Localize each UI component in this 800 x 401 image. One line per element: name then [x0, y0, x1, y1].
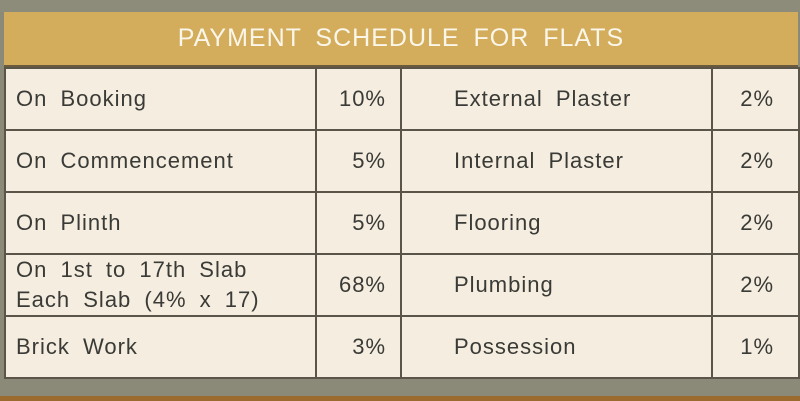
bottom-border [0, 396, 800, 401]
stage-cell: External Plaster [400, 67, 713, 131]
payment-schedule-table: On Booking 10% External Plaster 2% On Co… [4, 67, 800, 379]
percent-cell: 5% [315, 129, 402, 193]
stage-cell: Flooring [400, 191, 713, 255]
top-strip [0, 0, 800, 12]
table-row: On Commencement 5% Internal Plaster 2% [4, 129, 800, 193]
stage-cell: On Commencement [4, 129, 317, 193]
stage-cell: On Plinth [4, 191, 317, 255]
stage-cell: Plumbing [400, 253, 713, 317]
stage-line-2: Each Slab (4% x 17) [16, 287, 260, 312]
percent-cell: 2% [711, 253, 800, 317]
stage-cell: Internal Plaster [400, 129, 713, 193]
stage-cell: Possession [400, 315, 713, 379]
table-row: On 1st to 17th Slab Each Slab (4% x 17) … [4, 253, 800, 317]
stage-cell: Brick Work [4, 315, 317, 379]
percent-cell: 1% [711, 315, 800, 379]
percent-cell: 2% [711, 129, 800, 193]
percent-cell: 2% [711, 191, 800, 255]
table-row: Brick Work 3% Possession 1% [4, 315, 800, 379]
percent-cell: 10% [315, 67, 402, 131]
table-row: On Booking 10% External Plaster 2% [4, 67, 800, 131]
stage-line-1: On 1st to 17th Slab [16, 257, 248, 282]
stage-cell: On 1st to 17th Slab Each Slab (4% x 17) [4, 253, 317, 317]
percent-cell: 68% [315, 253, 402, 317]
percent-cell: 3% [315, 315, 402, 379]
table-title: PAYMENT SCHEDULE FOR FLATS [4, 12, 798, 67]
stage-cell: On Booking [4, 67, 317, 131]
percent-cell: 2% [711, 67, 800, 131]
percent-cell: 5% [315, 191, 402, 255]
table-row: On Plinth 5% Flooring 2% [4, 191, 800, 255]
